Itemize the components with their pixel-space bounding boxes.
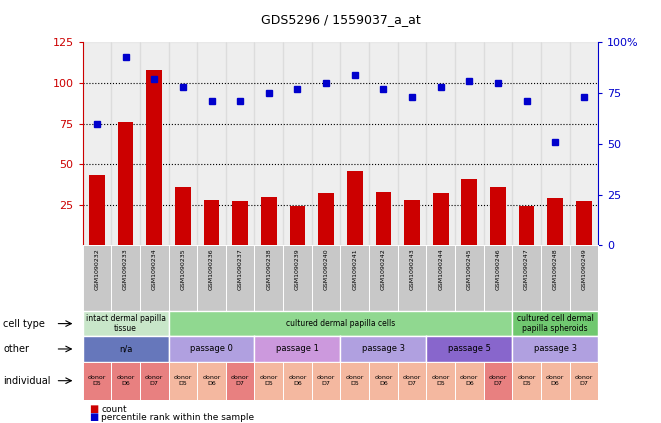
- Bar: [512, 42, 541, 245]
- Text: donor
D5: donor D5: [260, 375, 278, 386]
- Text: donor
D5: donor D5: [174, 375, 192, 386]
- Text: passage 0: passage 0: [190, 344, 233, 354]
- Text: donor
D5: donor D5: [518, 375, 536, 386]
- Text: donor
D6: donor D6: [460, 375, 479, 386]
- Text: GSM1090240: GSM1090240: [324, 249, 329, 290]
- Text: GSM1090236: GSM1090236: [209, 249, 214, 290]
- Text: GSM1090233: GSM1090233: [123, 249, 128, 290]
- Bar: [426, 42, 455, 245]
- Text: GSM1090244: GSM1090244: [438, 249, 443, 290]
- Text: GDS5296 / 1559037_a_at: GDS5296 / 1559037_a_at: [260, 13, 420, 26]
- Bar: [398, 42, 426, 245]
- Text: ■: ■: [89, 412, 98, 422]
- Text: GSM1090237: GSM1090237: [238, 249, 243, 290]
- Text: donor
D7: donor D7: [317, 375, 335, 386]
- Bar: [547, 198, 563, 245]
- Bar: [83, 42, 111, 245]
- Text: percentile rank within the sample: percentile rank within the sample: [101, 412, 254, 422]
- Text: cell type: cell type: [3, 319, 45, 329]
- Bar: [140, 42, 169, 245]
- Text: cultured cell dermal
papilla spheroids: cultured cell dermal papilla spheroids: [517, 314, 594, 333]
- Text: GSM1090245: GSM1090245: [467, 249, 472, 290]
- Bar: [340, 42, 369, 245]
- Bar: [226, 42, 254, 245]
- Text: GSM1090246: GSM1090246: [496, 249, 500, 290]
- Text: donor
D5: donor D5: [346, 375, 364, 386]
- Text: donor
D7: donor D7: [488, 375, 507, 386]
- Text: donor
D6: donor D6: [374, 375, 393, 386]
- Bar: [347, 170, 363, 245]
- Bar: [369, 42, 398, 245]
- Text: GSM1090248: GSM1090248: [553, 249, 558, 290]
- Bar: [197, 42, 226, 245]
- Bar: [461, 179, 477, 245]
- Bar: [89, 176, 105, 245]
- Bar: [312, 42, 340, 245]
- Text: passage 1: passage 1: [276, 344, 319, 354]
- Text: donor
D6: donor D6: [116, 375, 135, 386]
- Text: donor
D5: donor D5: [432, 375, 450, 386]
- Bar: [169, 42, 197, 245]
- Bar: [570, 42, 598, 245]
- Text: GSM1090242: GSM1090242: [381, 249, 386, 290]
- Text: GSM1090247: GSM1090247: [524, 249, 529, 290]
- Bar: [118, 122, 134, 245]
- Text: donor
D6: donor D6: [288, 375, 307, 386]
- Bar: [490, 187, 506, 245]
- Text: donor
D5: donor D5: [88, 375, 106, 386]
- Text: GSM1090239: GSM1090239: [295, 249, 300, 290]
- Text: donor
D7: donor D7: [403, 375, 421, 386]
- Bar: [484, 42, 512, 245]
- Text: donor
D6: donor D6: [202, 375, 221, 386]
- Bar: [290, 206, 305, 245]
- Text: cultured dermal papilla cells: cultured dermal papilla cells: [286, 319, 395, 328]
- Text: individual: individual: [3, 376, 51, 386]
- Text: n/a: n/a: [119, 344, 132, 354]
- Text: GSM1090241: GSM1090241: [352, 249, 357, 290]
- Bar: [318, 193, 334, 245]
- Bar: [146, 70, 162, 245]
- Bar: [232, 201, 248, 245]
- Bar: [455, 42, 484, 245]
- Text: GSM1090238: GSM1090238: [266, 249, 271, 290]
- Text: GSM1090235: GSM1090235: [180, 249, 185, 290]
- Text: donor
D7: donor D7: [145, 375, 163, 386]
- Text: passage 3: passage 3: [362, 344, 405, 354]
- Bar: [261, 197, 277, 245]
- Bar: [204, 200, 219, 245]
- Text: passage 3: passage 3: [533, 344, 577, 354]
- Text: passage 5: passage 5: [448, 344, 490, 354]
- Bar: [541, 42, 570, 245]
- Text: donor
D7: donor D7: [574, 375, 593, 386]
- Text: count: count: [101, 405, 127, 414]
- Bar: [433, 193, 449, 245]
- Bar: [175, 187, 191, 245]
- Text: GSM1090232: GSM1090232: [95, 249, 99, 290]
- Bar: [576, 201, 592, 245]
- Text: GSM1090249: GSM1090249: [582, 249, 586, 290]
- Bar: [519, 206, 535, 245]
- Text: donor
D7: donor D7: [231, 375, 249, 386]
- Text: donor
D6: donor D6: [546, 375, 564, 386]
- Bar: [375, 192, 391, 245]
- Bar: [283, 42, 312, 245]
- Bar: [254, 42, 283, 245]
- Text: GSM1090234: GSM1090234: [152, 249, 157, 290]
- Bar: [111, 42, 140, 245]
- Bar: [404, 200, 420, 245]
- Text: other: other: [3, 344, 29, 354]
- Text: intact dermal papilla
tissue: intact dermal papilla tissue: [85, 314, 166, 333]
- Text: GSM1090243: GSM1090243: [410, 249, 414, 290]
- Text: ■: ■: [89, 404, 98, 415]
